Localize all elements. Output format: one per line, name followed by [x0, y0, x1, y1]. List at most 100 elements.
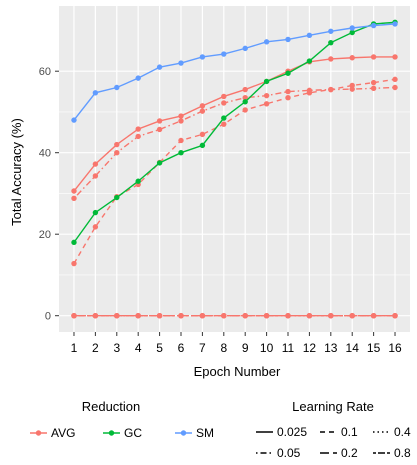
data-point [178, 118, 184, 124]
data-point [221, 93, 227, 100]
legend-reduction-title: Reduction [82, 399, 141, 414]
legend-reduction-label: GC [124, 426, 142, 440]
data-point [178, 113, 184, 119]
data-point [392, 76, 398, 83]
x-tick-label: 7 [199, 341, 206, 355]
data-point [71, 260, 77, 267]
data-point [392, 21, 398, 27]
data-point [242, 45, 248, 52]
x-tick-label: 16 [388, 341, 402, 355]
data-point [392, 313, 398, 319]
data-point [178, 60, 184, 66]
data-point [135, 178, 141, 184]
x-tick-label: 4 [135, 341, 142, 355]
data-point [199, 142, 206, 149]
data-point [156, 160, 163, 166]
x-axis-title: Epoch Number [194, 364, 281, 379]
data-point [92, 224, 99, 230]
data-point [306, 87, 313, 94]
data-point [199, 313, 206, 319]
plot-panel [59, 6, 410, 332]
legend-reduction: Reduction AVG GC SM [30, 399, 214, 440]
data-point [135, 313, 141, 319]
data-point [114, 194, 120, 201]
data-point [285, 88, 291, 95]
y-tick-label: 60 [39, 66, 51, 78]
series-line [73, 23, 396, 121]
legend-lr-label: 0.4 [394, 425, 411, 439]
data-point [114, 141, 120, 148]
data-point [306, 32, 313, 39]
x-tick-label: 13 [324, 341, 338, 355]
series-avg-lr-0.2 [71, 313, 398, 319]
data-point [156, 64, 163, 70]
data-point [156, 126, 163, 133]
x-tick-label: 1 [71, 341, 78, 355]
data-point [263, 78, 270, 85]
x-tick-label: 10 [260, 341, 274, 355]
x-tick-label: 2 [92, 341, 99, 355]
legend-learning-rate: Learning Rate 0.025 0.1 0.4 0.05 0.2 0.8 [256, 399, 411, 460]
data-point [114, 150, 120, 156]
data-point [349, 25, 355, 31]
data-point [242, 99, 248, 105]
series-sm-lr-0.025 [71, 21, 398, 123]
data-point [92, 209, 99, 216]
x-tick-label: 3 [113, 341, 120, 355]
data-point [370, 22, 377, 29]
data-point [71, 188, 77, 194]
data-point [306, 313, 313, 319]
legend-lr-label: 0.8 [394, 446, 411, 460]
data-point [370, 313, 377, 319]
data-point [114, 84, 120, 91]
data-point [392, 84, 398, 91]
series-line [73, 21, 396, 243]
data-point [156, 118, 163, 124]
data-point [221, 313, 227, 319]
data-point [199, 108, 206, 114]
x-tick-label: 5 [156, 341, 163, 355]
series-avg-lr-0.05 [71, 84, 398, 202]
data-point [71, 117, 77, 123]
series-line [73, 78, 396, 264]
data-point [349, 55, 355, 61]
series-line [73, 86, 396, 199]
data-point [135, 126, 141, 132]
data-point [370, 54, 377, 60]
series-avg-lr-0.025 [71, 54, 398, 194]
data-point [285, 313, 291, 319]
data-point [114, 313, 120, 319]
series-line [73, 56, 396, 192]
data-point [263, 101, 270, 107]
legend-key-point [108, 430, 115, 436]
data-point [263, 39, 270, 45]
x-tick-label: 11 [282, 341, 295, 355]
legend-lr-label: 0.025 [277, 425, 307, 439]
data-point [71, 195, 77, 202]
data-point [221, 100, 227, 106]
data-point [370, 79, 377, 86]
data-point [328, 313, 334, 319]
data-point [306, 58, 313, 64]
legend-reduction-label: SM [196, 426, 214, 440]
series-layer [71, 19, 398, 319]
data-point [135, 75, 141, 81]
legend-lr-label: 0.1 [341, 425, 358, 439]
data-point [199, 54, 206, 60]
legend-reduction-label: AVG [51, 426, 75, 440]
data-point [242, 107, 248, 113]
data-point [135, 133, 141, 140]
legend-lr-label: 0.05 [277, 446, 301, 460]
data-point [199, 103, 206, 109]
x-tick-label: 14 [346, 341, 360, 355]
x-tick-label: 15 [367, 341, 381, 355]
data-point [263, 92, 270, 99]
data-point [221, 121, 227, 127]
data-point [92, 161, 99, 167]
data-point [349, 29, 355, 36]
data-point [71, 239, 77, 246]
x-tick-label: 9 [242, 341, 249, 355]
